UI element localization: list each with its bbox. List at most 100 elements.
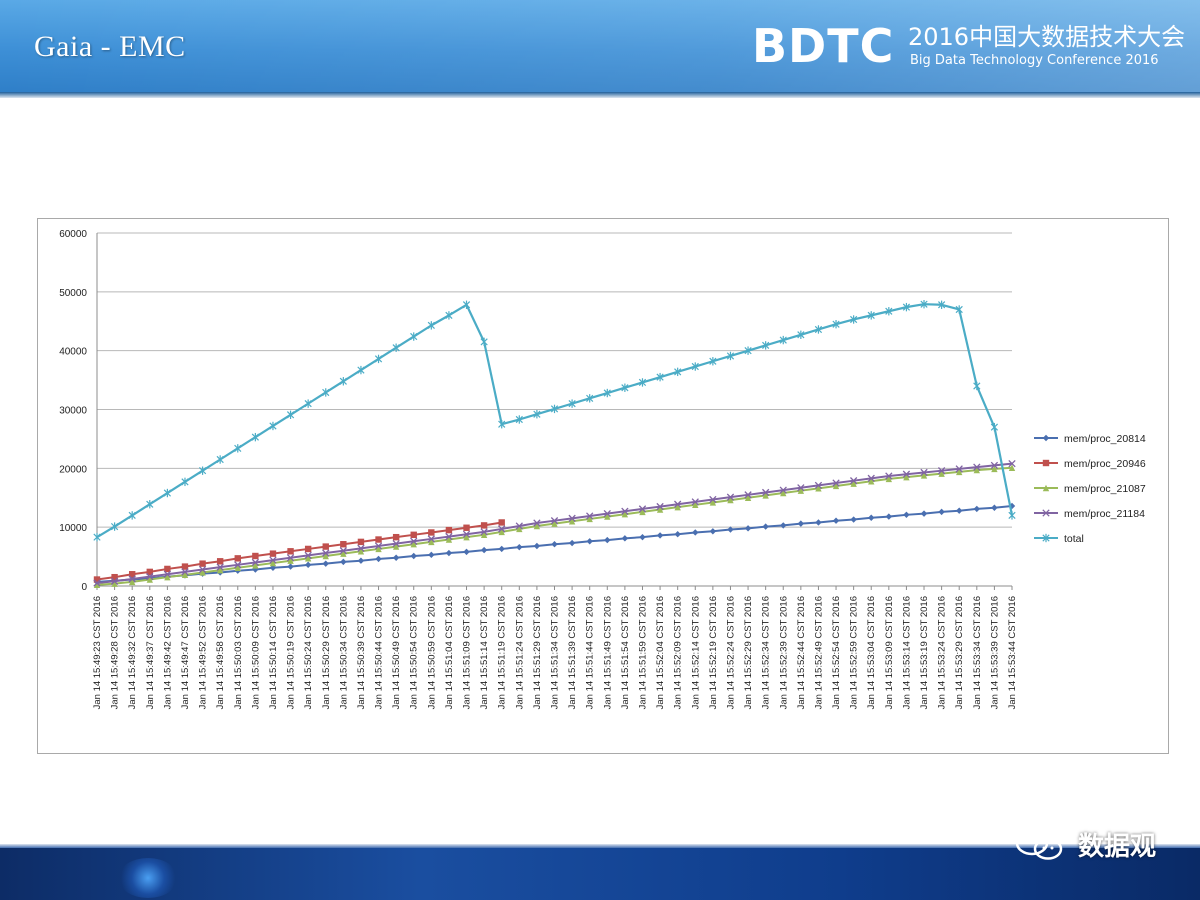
legend-marker [1042, 459, 1050, 467]
data-point [128, 511, 136, 520]
x-tick-label: Jan 14 15:51:09 CST 2016 [462, 596, 473, 709]
data-point [251, 558, 260, 567]
legend-marker [1042, 484, 1050, 492]
x-tick-label: Jan 14 15:52:09 CST 2016 [673, 596, 684, 709]
y-tick-label: 10000 [59, 523, 87, 534]
data-point [463, 533, 470, 541]
x-tick-label: Jan 14 15:50:03 CST 2016 [233, 596, 244, 709]
data-point [550, 404, 559, 414]
data-point [709, 499, 717, 506]
slide-title: Gaia - EMC [34, 30, 186, 63]
x-tick-label: Jan 14 15:50:29 CST 2016 [321, 596, 332, 709]
data-point [480, 528, 488, 536]
data-point [991, 504, 998, 511]
data-point [551, 541, 558, 548]
data-point [322, 388, 330, 397]
data-point [692, 529, 699, 536]
x-tick-label: Jan 14 15:52:29 CST 2016 [743, 596, 754, 709]
data-point [638, 378, 647, 387]
data-point [691, 362, 699, 371]
data-point [550, 517, 559, 525]
data-point [374, 542, 383, 550]
data-point [410, 552, 417, 560]
data-point [639, 533, 646, 541]
x-tick-label: Jan 14 15:50:44 CST 2016 [374, 596, 385, 709]
x-tick-label: Jan 14 15:50:14 CST 2016 [268, 596, 279, 709]
data-point [902, 470, 911, 478]
data-point [164, 573, 171, 581]
data-point [445, 549, 453, 557]
data-point [251, 432, 259, 442]
data-point [146, 500, 154, 509]
data-point [726, 493, 735, 501]
data-point [128, 578, 136, 586]
data-point [340, 541, 347, 548]
data-point [955, 465, 963, 473]
chart-legend: mem/proc_20814 mem/proc_20946 mem/proc_210… [1034, 433, 1146, 545]
data-point [603, 509, 611, 518]
legend-entry: mem/proc_21184 [1034, 508, 1145, 520]
data-point [181, 571, 189, 579]
data-point [480, 522, 488, 529]
x-tick-label: Jan 14 15:52:44 CST 2016 [796, 596, 807, 709]
x-tick-label: Jan 14 15:49:23 CST 2016 [92, 596, 103, 709]
data-point [797, 520, 805, 527]
data-point [515, 415, 523, 424]
data-point [322, 552, 329, 560]
data-point [357, 544, 365, 553]
data-point [234, 564, 241, 571]
x-tick-label: Jan 14 15:51:24 CST 2016 [514, 596, 525, 709]
data-point [780, 489, 787, 497]
data-point [779, 335, 787, 345]
data-point [902, 302, 911, 312]
data-point [111, 573, 118, 581]
x-tick-label: Jan 14 15:49:37 CST 2016 [145, 596, 156, 709]
x-tick-label: Jan 14 15:52:04 CST 2016 [655, 596, 666, 709]
data-point [973, 505, 981, 513]
x-tick-label: Jan 14 15:52:59 CST 2016 [849, 596, 860, 709]
data-point [234, 555, 241, 562]
data-point [656, 532, 664, 539]
data-point [568, 399, 576, 408]
data-point [568, 539, 576, 547]
x-tick-label: Jan 14 15:52:34 CST 2016 [761, 596, 772, 709]
series-mem-proc-20814 [93, 502, 1016, 586]
x-tick-label: Jan 14 15:51:49 CST 2016 [602, 596, 613, 709]
x-tick-label: Jan 14 15:51:44 CST 2016 [585, 596, 596, 709]
data-point [322, 549, 330, 557]
data-point [885, 472, 893, 480]
series-mem-proc-21087 [93, 464, 1016, 589]
data-point [304, 545, 312, 553]
x-tick-label: Jan 14 15:53:39 CST 2016 [989, 596, 1000, 709]
data-point [1008, 464, 1016, 471]
data-point [920, 472, 928, 479]
data-point [427, 321, 435, 330]
data-point [797, 484, 805, 492]
x-tick-label: Jan 14 15:53:14 CST 2016 [901, 596, 912, 709]
data-point [903, 473, 910, 481]
data-point [674, 503, 681, 511]
data-point [516, 525, 523, 533]
header-divider [0, 92, 1200, 98]
series-mem-proc-21184 [93, 459, 1016, 587]
data-point [938, 508, 945, 516]
x-tick-label: Jan 14 15:50:34 CST 2016 [338, 596, 349, 709]
conference-logo-mark: BDTC [752, 19, 895, 73]
data-point [163, 488, 172, 498]
data-point [991, 465, 998, 473]
data-point [287, 563, 294, 570]
data-point [339, 377, 347, 386]
x-tick-label: Jan 14 15:53:34 CST 2016 [972, 596, 983, 709]
data-point [762, 492, 769, 499]
data-point [428, 551, 435, 559]
data-point [1008, 459, 1016, 468]
data-point [410, 541, 417, 548]
data-point [868, 478, 875, 485]
data-point [603, 388, 611, 398]
data-point [885, 475, 893, 483]
x-tick-label: Jan 14 15:49:28 CST 2016 [110, 596, 121, 709]
data-point [956, 468, 963, 476]
data-point [146, 572, 154, 581]
data-point [392, 539, 400, 548]
y-tick-label: 0 [81, 582, 87, 593]
